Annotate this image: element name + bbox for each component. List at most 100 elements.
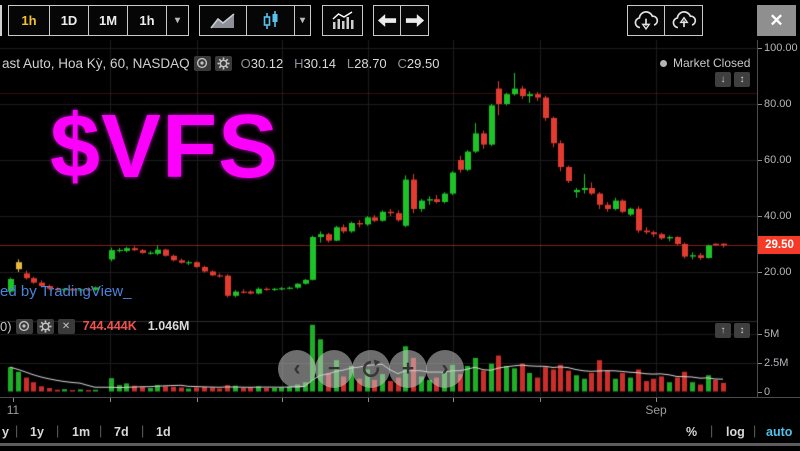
interval-button-group: 1h 1D 1M 1h ▾ — [8, 5, 189, 36]
time-axis-tick — [453, 398, 454, 402]
line-chart-button[interactable] — [199, 5, 247, 36]
market-status-label: Market Closed — [673, 56, 751, 70]
candlestick-chart-button[interactable] — [246, 5, 295, 36]
nav-right-icon: › — [441, 357, 449, 380]
axis-tick — [758, 216, 762, 217]
symbol-settings-button[interactable] — [214, 55, 232, 71]
volume-axis-label: 0 — [764, 385, 771, 398]
pane-resize-button[interactable]: ↕ — [734, 72, 750, 87]
redo-arrow-icon — [405, 13, 425, 29]
interval-button-1h-3[interactable]: 1h — [127, 5, 167, 36]
axis-tick — [758, 48, 762, 49]
redo-button[interactable] — [400, 5, 429, 36]
candlestick-chart-canvas[interactable] — [0, 40, 757, 397]
interval-button-1d-1[interactable]: 1D — [49, 5, 89, 36]
volume-indicator-legend: 0) ✕ 744.444K 1.046M — [0, 317, 189, 335]
refresh-icon — [361, 359, 381, 379]
undo-arrow-icon — [377, 13, 397, 29]
scale-button-%[interactable]: % — [686, 425, 698, 439]
range-button-1y[interactable]: 1y — [30, 425, 44, 439]
time-axis-tick — [13, 398, 14, 402]
symbol-title: ast Auto, Hoa Kỳ, 60, NASDAQ — [2, 55, 190, 71]
volume-remove-button[interactable]: ✕ — [57, 318, 75, 334]
history-group — [373, 5, 429, 36]
axis-tick — [758, 104, 762, 105]
candlestick-icon — [261, 10, 281, 31]
remove-x-icon: ✕ — [61, 320, 71, 332]
pane-move-down-button[interactable]: ↓ — [715, 72, 731, 87]
pane-resize-button[interactable]: ↕ — [734, 323, 750, 338]
separator: | — [56, 424, 60, 438]
cloud-upload-icon — [670, 10, 698, 32]
chart-type-caret[interactable]: ▾ — [294, 5, 311, 36]
bottom-toolbar: y | 1y | 1m | 7d | 1d% | log | auto — [0, 419, 800, 451]
time-axis-tick — [368, 398, 369, 402]
line-chart-icon — [210, 12, 236, 30]
nav-right-button[interactable]: › — [426, 350, 464, 388]
price-axis-label: 80.00 — [764, 98, 792, 110]
gesture-bar — [0, 443, 800, 446]
symbol-legend: ast Auto, Hoa Kỳ, 60, NASDAQ O30.12 H30.… — [2, 54, 439, 72]
time-axis-tick — [197, 398, 198, 402]
pane-move-up-button[interactable]: ↑ — [715, 323, 731, 338]
volume-indicator-title: 0) — [0, 318, 12, 334]
chart-type-group: ▾ — [199, 5, 311, 36]
range-button-7d[interactable]: 7d — [114, 425, 129, 439]
price-axis[interactable]: 100.00 80.00 60.00 40.00 20.00 5M 2.5M 0 29.50 — [757, 40, 800, 398]
market-status: Market Closed — [660, 56, 750, 70]
close-icon: ✕ — [769, 10, 784, 30]
undo-button[interactable] — [373, 5, 401, 36]
chevron-down-icon: ▾ — [174, 15, 181, 26]
reset-view-button[interactable] — [352, 350, 390, 388]
main-pane-controls: ↓ ↕ — [715, 72, 750, 87]
axis-tick — [758, 272, 762, 273]
interval-caret[interactable]: ▾ — [166, 5, 189, 36]
cloud-upload-button[interactable] — [664, 5, 703, 36]
close-button[interactable]: ✕ — [757, 5, 796, 36]
volume-axis-label: 5M — [764, 327, 780, 340]
zoom-in-button[interactable]: + — [389, 350, 427, 388]
top-toolbar: 1h 1D 1M 1h ▾ ▾ — [0, 0, 800, 40]
price-axis-label: 60.00 — [764, 154, 792, 166]
gear-icon — [39, 319, 52, 333]
zoom-out-button[interactable]: − — [315, 350, 353, 388]
eye-icon — [18, 320, 30, 332]
axis-tick — [758, 362, 762, 364]
tradingview-attribution-link[interactable]: ed by TradingView_ — [0, 283, 132, 300]
price-axis-label: 40.00 — [764, 210, 792, 222]
time-axis-label: 11 — [6, 403, 20, 417]
time-axis[interactable]: 11 Sep — [0, 397, 800, 418]
interval-button-1h-0[interactable]: 1h — [8, 5, 50, 36]
separator: | — [141, 424, 145, 438]
nav-left-icon: ‹ — [293, 357, 301, 380]
volume-ma-value: 1.046M — [147, 319, 190, 333]
separator: | — [753, 424, 757, 438]
time-axis-tick — [656, 398, 657, 402]
scale-button-log[interactable]: log — [726, 425, 745, 439]
arrow-down-icon: ↓ — [720, 74, 726, 85]
interval-button-1m-2[interactable]: 1M — [88, 5, 128, 36]
plus-icon: + — [401, 357, 415, 380]
volume-visibility-button[interactable] — [15, 318, 33, 334]
time-axis-label: Sep — [645, 403, 667, 417]
cloud-group — [627, 5, 703, 36]
range-button-1m[interactable]: 1m — [72, 425, 91, 439]
time-axis-tick — [110, 398, 111, 402]
arrows-updown-icon: ↕ — [739, 74, 745, 85]
symbol-watermark: $VFS — [50, 97, 280, 197]
scale-button-auto[interactable]: auto — [766, 425, 793, 439]
nav-left-button[interactable]: ‹ — [278, 350, 316, 388]
volume-settings-button[interactable] — [36, 318, 54, 334]
cloud-download-icon — [632, 10, 660, 32]
cloud-download-button[interactable] — [627, 5, 665, 36]
axis-tick — [758, 160, 762, 161]
truncated-button-edge — [0, 5, 2, 36]
chevron-down-icon: ▾ — [299, 15, 306, 26]
range-button-y[interactable]: y — [2, 425, 9, 439]
range-button-1d[interactable]: 1d — [156, 425, 171, 439]
volume-current-value: 744.444K — [82, 319, 137, 333]
visibility-toggle-button[interactable] — [193, 55, 211, 71]
indicators-button[interactable] — [322, 5, 363, 36]
indicators-icon — [331, 11, 354, 30]
